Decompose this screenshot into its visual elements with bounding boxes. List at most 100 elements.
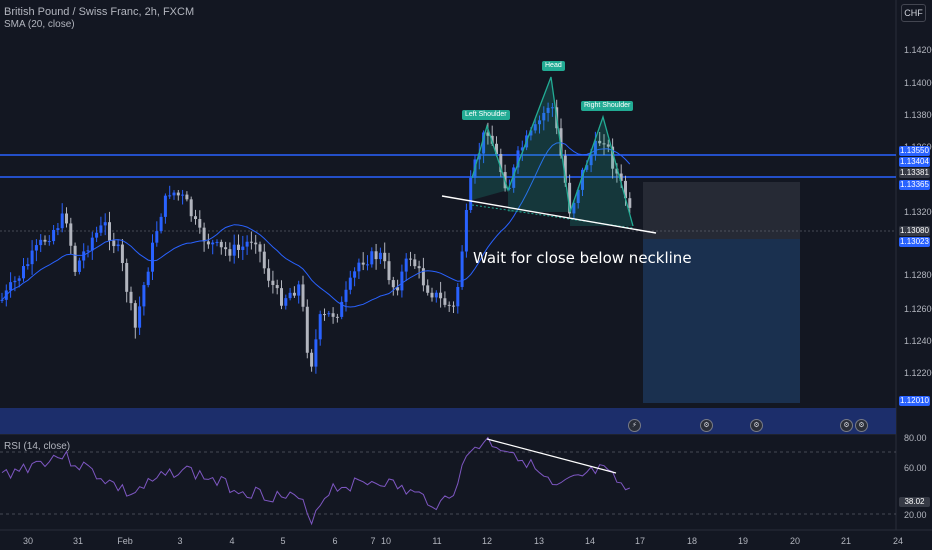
candle-body — [172, 192, 176, 196]
candle-body — [323, 314, 326, 316]
candle-body — [301, 284, 305, 307]
candle-body — [546, 107, 550, 113]
candle-body — [163, 195, 167, 217]
candle-body — [224, 247, 228, 250]
time-label: 19 — [737, 536, 749, 546]
candle-body — [155, 231, 159, 243]
candle-body — [404, 258, 408, 272]
candle-body — [73, 245, 77, 272]
event-icon[interactable]: ⚙ — [840, 419, 853, 432]
candle-body — [271, 280, 275, 286]
event-icon[interactable]: ⚙ — [855, 419, 868, 432]
price-tick: 1.12800 — [904, 270, 932, 280]
candle-body — [133, 303, 137, 328]
candle-body — [112, 240, 116, 247]
event-band — [0, 408, 896, 434]
time-label: 5 — [280, 536, 286, 546]
candle-body — [9, 282, 13, 291]
sma-indicator-label[interactable]: SMA (20, close) — [4, 19, 75, 30]
candle-body — [611, 146, 615, 169]
candle-body — [357, 262, 361, 272]
candle-body — [387, 261, 391, 281]
candle-body — [576, 189, 580, 203]
candle-body — [383, 252, 387, 262]
candle-body — [452, 305, 455, 307]
candle-body — [39, 239, 43, 246]
candle-body — [374, 251, 378, 260]
sma-line — [1, 142, 631, 308]
candle-body — [168, 195, 172, 197]
left-shoulder-label[interactable]: Left Shoulder — [462, 110, 510, 120]
head-label[interactable]: Head — [542, 61, 565, 71]
price-tick: 1.13200 — [904, 207, 932, 217]
candle-body — [43, 239, 47, 242]
candle-body — [512, 167, 516, 188]
candle-body — [194, 216, 197, 220]
price-tag: 1.13550 — [899, 146, 930, 156]
candle-body — [30, 250, 34, 265]
candle-body — [138, 306, 142, 328]
candle-body — [495, 143, 498, 155]
candle-body — [52, 229, 56, 242]
candle-body — [284, 298, 288, 306]
candle-body — [499, 154, 503, 173]
candle-body — [477, 153, 481, 160]
candle-body — [34, 245, 38, 251]
candle-body — [344, 289, 348, 302]
candle-body — [370, 251, 374, 265]
candle-body — [327, 313, 331, 315]
candle-body — [447, 304, 451, 306]
candle-body — [318, 314, 322, 340]
candle-body — [198, 219, 202, 228]
candle-body — [533, 124, 537, 131]
price-tick: 1.14000 — [904, 78, 932, 88]
candle-body — [460, 251, 464, 287]
candle-body — [95, 232, 99, 238]
event-icon[interactable]: ⚡ — [628, 419, 641, 432]
event-icon[interactable]: ⚙ — [750, 419, 763, 432]
candle-body — [464, 210, 468, 252]
rsi-tick: 20.00 — [904, 510, 927, 520]
candle-body — [624, 180, 627, 199]
candle-body — [538, 120, 541, 125]
candle-body — [314, 339, 318, 367]
candle-body — [211, 242, 215, 245]
currency-button[interactable]: CHF — [901, 4, 926, 22]
symbol-title[interactable]: British Pound / Swiss Franc, 2h, FXCM — [4, 6, 195, 18]
candle-body — [69, 223, 73, 246]
candle-body — [482, 132, 486, 154]
candle-body — [267, 268, 271, 281]
price-tick: 1.12400 — [904, 336, 932, 346]
time-label: 17 — [634, 536, 646, 546]
candle-body — [280, 288, 283, 306]
candle-body — [430, 292, 434, 298]
rsi-tick: 60.00 — [904, 463, 927, 473]
candle-body — [288, 292, 292, 299]
price-tag: 1.12010 — [899, 396, 930, 406]
candle-body — [589, 154, 593, 166]
candle-body — [86, 250, 90, 252]
candle-body — [331, 313, 335, 317]
right-shoulder-label[interactable]: Right Shoulder — [581, 101, 634, 111]
candle-body — [129, 291, 133, 304]
candle-body — [426, 285, 430, 293]
time-label: 20 — [789, 536, 801, 546]
candle-body — [77, 260, 81, 272]
candle-body — [409, 258, 412, 260]
rsi-indicator-label[interactable]: RSI (14, close) — [4, 441, 71, 452]
candle-body — [391, 280, 395, 288]
event-icon[interactable]: ⚙ — [700, 419, 713, 432]
candle-body — [237, 244, 240, 250]
rsi-tick: 80.00 — [904, 433, 927, 443]
candle-body — [619, 173, 623, 181]
time-label: 11 — [432, 536, 442, 546]
candle-body — [628, 198, 632, 208]
candle-body — [581, 169, 584, 190]
head-area — [508, 77, 570, 212]
price-tag: 1.13080 — [899, 226, 930, 236]
candle-body — [568, 182, 572, 214]
candle-body — [563, 155, 567, 183]
trade-annotation[interactable]: Wait for close below neckline — [473, 249, 692, 267]
neckline — [441, 195, 657, 234]
